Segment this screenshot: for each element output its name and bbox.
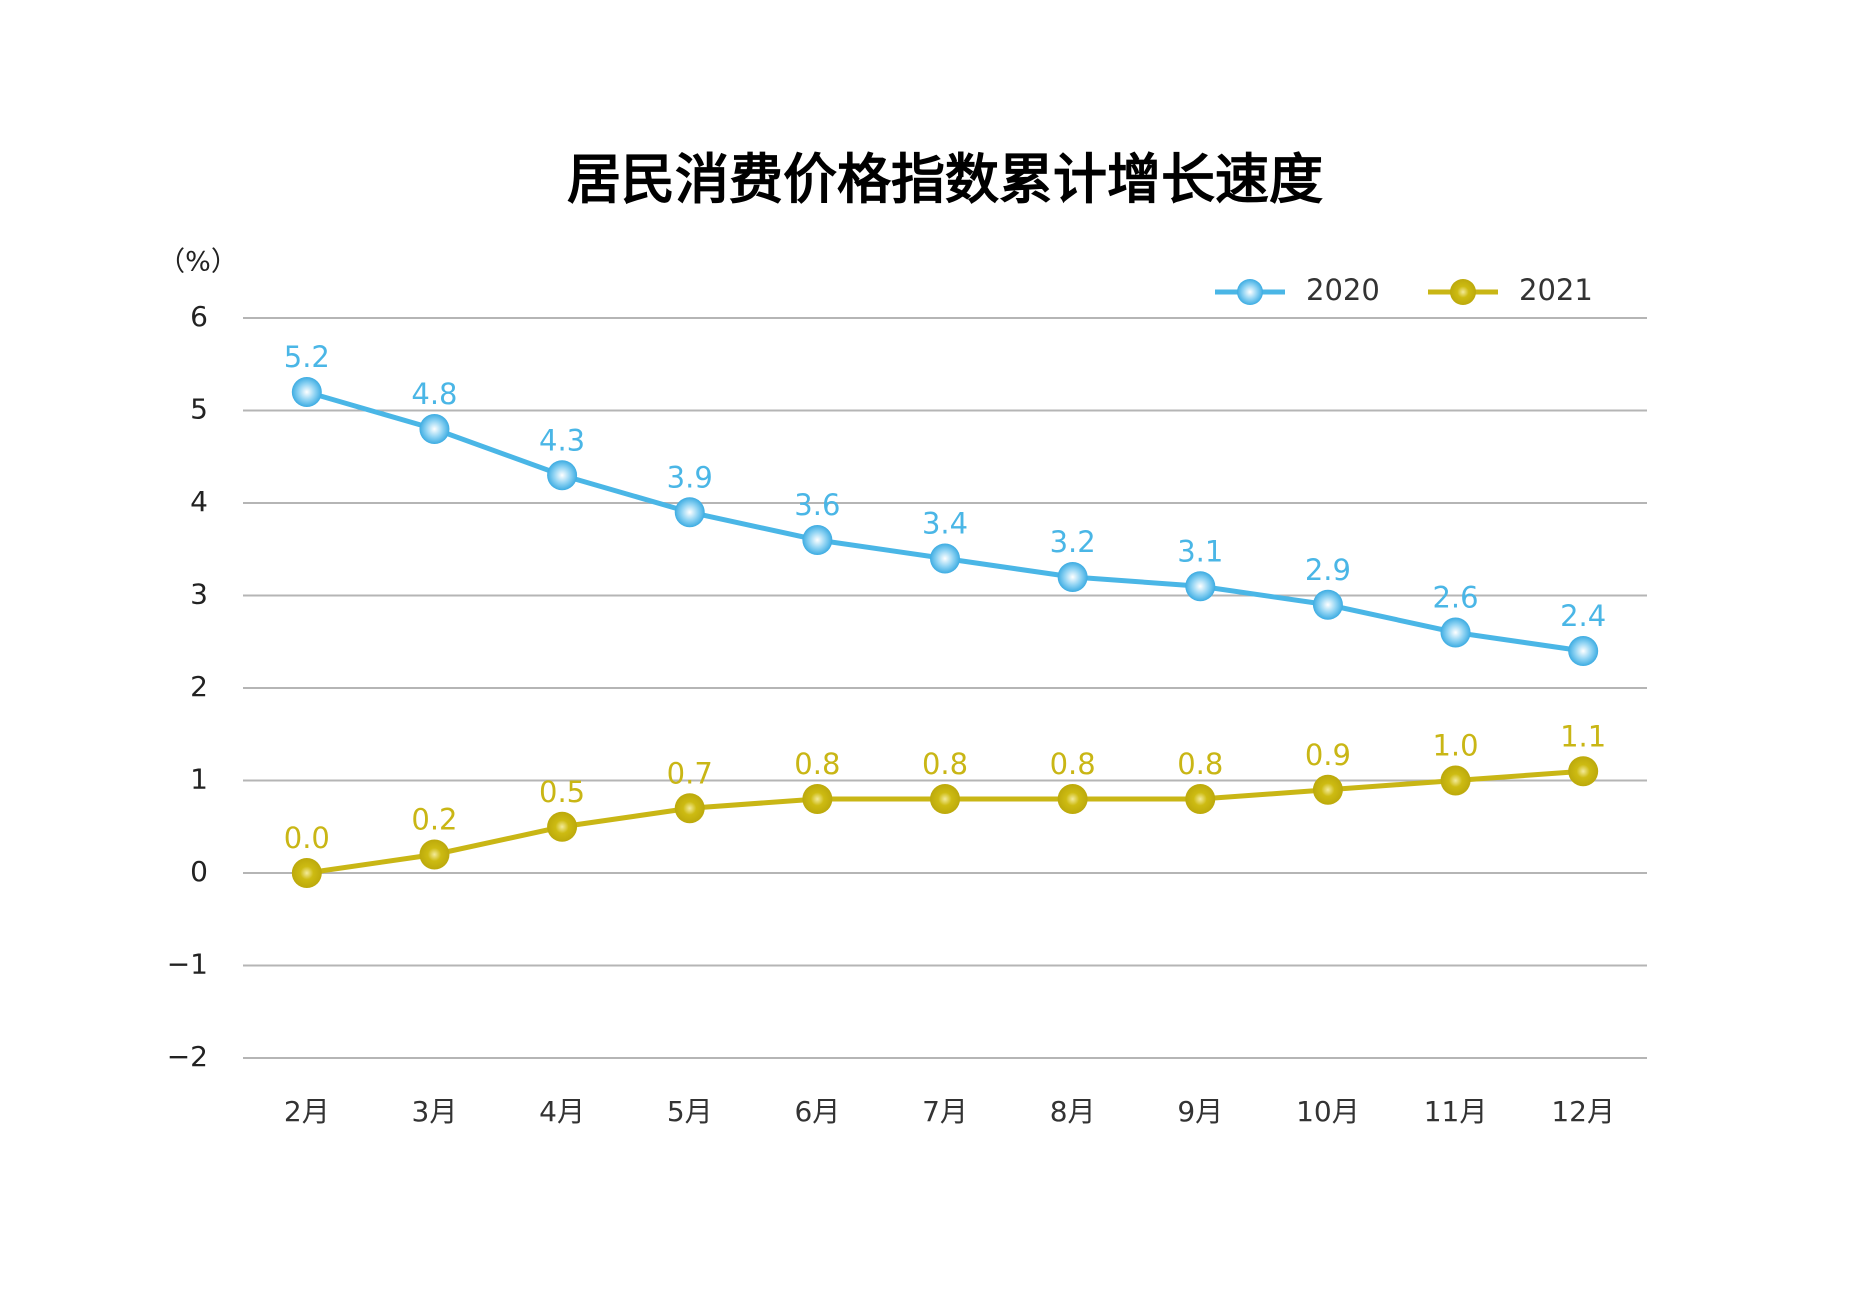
data-label: 5.2	[284, 340, 330, 374]
data-point	[291, 858, 322, 888]
data-point	[547, 811, 578, 842]
data-point	[674, 793, 705, 824]
x-tick-label: 11月	[1424, 1095, 1488, 1128]
data-point	[1440, 617, 1471, 648]
data-label: 0.8	[1177, 747, 1223, 781]
y-tick-label: 2	[190, 670, 208, 703]
data-point	[802, 784, 833, 814]
data-label: 1.1	[1560, 719, 1606, 753]
x-tick-label: 7月	[922, 1095, 968, 1128]
x-tick-label: 4月	[539, 1095, 585, 1128]
y-tick-label: −1	[167, 948, 208, 981]
data-point	[1185, 784, 1216, 814]
y-tick-label: 6	[190, 300, 208, 333]
legend-label: 2021	[1519, 273, 1593, 307]
data-point	[419, 414, 450, 444]
data-label: 3.1	[1177, 534, 1223, 568]
y-tick-label: 0	[190, 855, 208, 888]
chart-title: 居民消费价格指数累计增长速度	[567, 147, 1323, 211]
data-label: 2.4	[1560, 599, 1606, 633]
data-label: 0.8	[922, 747, 968, 781]
data-label: 0.0	[284, 821, 330, 855]
data-point	[1057, 784, 1088, 814]
data-label: 2.6	[1432, 581, 1478, 615]
data-point	[1312, 774, 1343, 805]
data-point	[674, 497, 705, 528]
y-tick-label: −2	[167, 1040, 208, 1073]
data-point	[1057, 562, 1088, 592]
y-tick-label: 5	[190, 393, 208, 426]
data-label: 0.7	[667, 756, 713, 790]
data-point	[1312, 589, 1343, 620]
data-point	[547, 460, 578, 491]
data-point	[930, 784, 960, 814]
data-label: 0.5	[539, 775, 585, 809]
x-tick-label: 12月	[1551, 1095, 1615, 1128]
legend-label: 2020	[1306, 273, 1380, 307]
x-tick-label: 9月	[1177, 1095, 1223, 1128]
data-label: 4.8	[411, 377, 457, 411]
data-label: 2.9	[1305, 553, 1351, 587]
y-tick-label: 3	[190, 578, 208, 611]
legend-marker	[1237, 279, 1263, 305]
data-point	[419, 839, 450, 870]
x-tick-label: 5月	[667, 1095, 713, 1128]
x-tick-label: 3月	[412, 1095, 458, 1128]
y-tick-label: 1	[190, 763, 208, 796]
data-label: 3.6	[794, 488, 840, 522]
x-tick-label: 10月	[1296, 1095, 1360, 1128]
data-point	[1185, 571, 1216, 602]
data-label: 0.9	[1305, 738, 1351, 772]
y-axis-label: （%）	[158, 247, 238, 278]
data-label: 0.8	[1050, 747, 1096, 781]
data-point	[802, 525, 833, 555]
data-point	[291, 377, 322, 407]
data-point	[1568, 756, 1599, 787]
data-label: 0.8	[794, 747, 840, 781]
data-point	[930, 543, 960, 574]
x-tick-label: 8月	[1050, 1095, 1096, 1128]
data-point	[1440, 765, 1471, 796]
data-label: 1.0	[1432, 729, 1478, 763]
data-label: 3.2	[1050, 525, 1096, 559]
data-label: 4.3	[539, 423, 585, 457]
x-tick-label: 6月	[794, 1095, 840, 1128]
y-tick-label: 4	[190, 485, 208, 518]
data-label: 0.2	[411, 803, 457, 837]
x-tick-label: 2月	[284, 1095, 330, 1128]
data-point	[1568, 636, 1599, 666]
legend-marker	[1450, 279, 1476, 305]
data-label: 3.9	[667, 460, 713, 494]
data-label: 3.4	[922, 507, 968, 541]
